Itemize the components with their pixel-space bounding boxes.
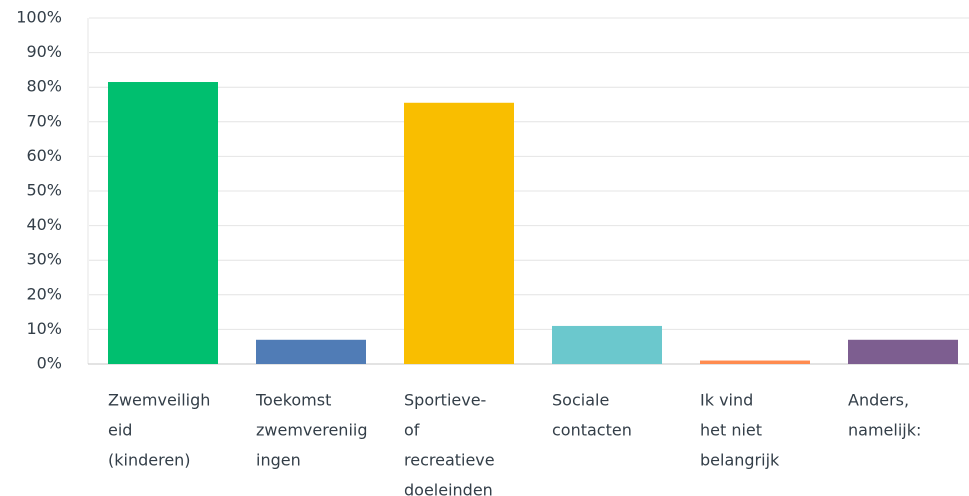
x-tick-label: (kinderen) [108, 451, 191, 470]
x-tick-label: doeleinden [404, 481, 493, 496]
bar [700, 360, 810, 364]
x-tick-label: namelijk: [848, 421, 921, 440]
y-tick-label: 70% [26, 111, 62, 130]
x-tick-label: of [404, 421, 420, 440]
bar [552, 325, 662, 364]
y-tick-label: 100% [16, 8, 62, 27]
x-tick-label: zwemvereniig [256, 421, 367, 440]
x-tick-label: Toekomst [255, 391, 331, 410]
y-tick-label: 20% [26, 284, 62, 303]
y-tick-label: 10% [26, 319, 62, 338]
x-tick-label: Sociale [552, 391, 609, 410]
bar [404, 102, 514, 365]
y-tick-label: 40% [26, 215, 62, 234]
y-tick-label: 30% [26, 250, 62, 269]
x-tick-label: Anders, [848, 391, 909, 410]
y-tick-label: 60% [26, 146, 62, 165]
x-tick-label: Sportieve- [404, 391, 486, 410]
bar [108, 82, 218, 364]
x-tick-label: Ik vind [700, 391, 753, 410]
x-tick-label: belangrijk [700, 451, 780, 470]
x-tick-label: recreatieve [404, 451, 495, 470]
x-tick-label: Zwemveiligh [108, 391, 210, 410]
y-tick-label: 50% [26, 181, 62, 200]
bar [848, 339, 958, 364]
x-tick-label: ingen [256, 451, 301, 470]
x-tick-label: het niet [700, 421, 762, 440]
y-tick-label: 80% [26, 77, 62, 96]
x-tick-label: contacten [552, 421, 632, 440]
bar [256, 339, 366, 364]
y-tick-label: 90% [26, 42, 62, 61]
y-tick-label: 0% [37, 354, 62, 373]
x-tick-label: eid [108, 421, 132, 440]
